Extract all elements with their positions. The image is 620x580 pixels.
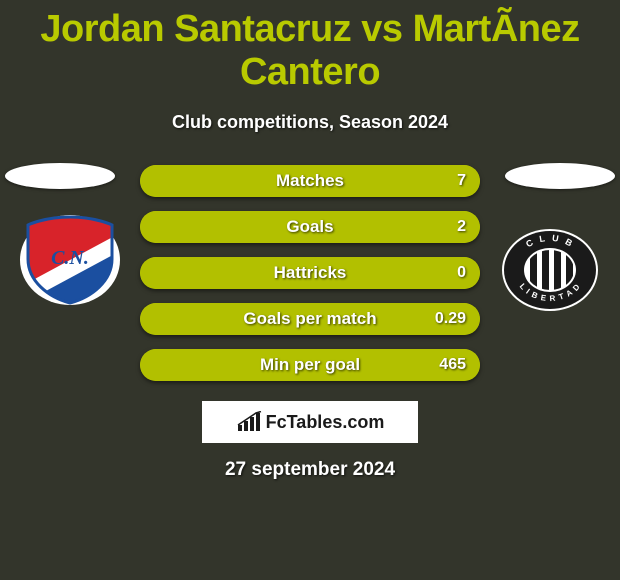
comparison-panel: C.N. C L U B L I B E R (0, 165, 620, 481)
subtitle: Club competitions, Season 2024 (0, 112, 620, 133)
branding-box: FcTables.com (202, 401, 418, 443)
stat-label: Matches (140, 165, 480, 197)
ring-crest-icon: C L U B L I B E R T A D (500, 225, 600, 315)
date-label: 27 september 2024 (0, 459, 620, 481)
stat-value-right: 7 (457, 165, 466, 197)
page-title: Jordan Santacruz vs MartÃ­nez Cantero (0, 0, 620, 94)
club-crest-left: C.N. (20, 215, 120, 305)
stat-value-right: 0 (457, 257, 466, 289)
stat-value-right: 0.29 (435, 303, 466, 335)
stat-value-right: 465 (439, 349, 466, 381)
stat-label: Goals per match (140, 303, 480, 335)
player-photo-placeholder-right (505, 163, 615, 189)
stat-label: Hattricks (140, 257, 480, 289)
bar-chart-icon (236, 411, 262, 433)
stat-bar-goals-per-match: Goals per match 0.29 (140, 303, 480, 335)
stat-label: Goals (140, 211, 480, 243)
stat-bars: Matches 7 Goals 2 Hattricks 0 Goals per … (140, 165, 480, 381)
branding-label: FcTables.com (266, 412, 385, 433)
player-photo-placeholder-left (5, 163, 115, 189)
svg-text:C.N.: C.N. (51, 247, 89, 269)
shield-icon: C.N. (20, 215, 120, 305)
stat-label: Min per goal (140, 349, 480, 381)
club-crest-right: C L U B L I B E R T A D (500, 225, 600, 315)
stat-value-right: 2 (457, 211, 466, 243)
stat-bar-min-per-goal: Min per goal 465 (140, 349, 480, 381)
stat-bar-matches: Matches 7 (140, 165, 480, 197)
stat-bar-hattricks: Hattricks 0 (140, 257, 480, 289)
stat-bar-goals: Goals 2 (140, 211, 480, 243)
